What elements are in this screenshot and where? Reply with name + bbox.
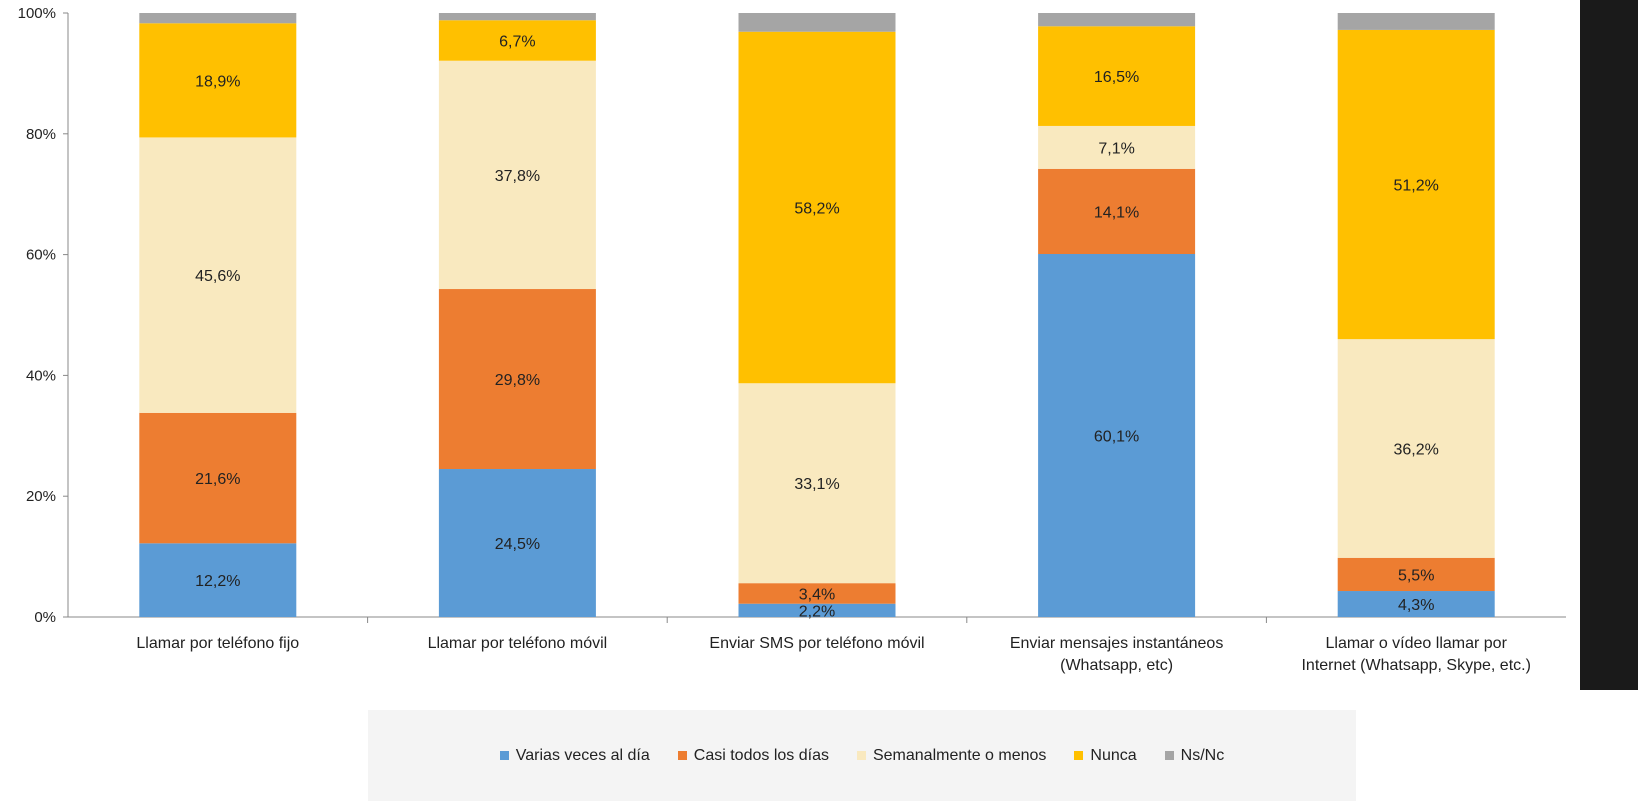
legend-swatch — [499, 751, 509, 760]
x-category-label: Llamar por teléfono fijo — [136, 635, 299, 652]
data-label: 45,6% — [195, 268, 240, 285]
y-tick-label: 100% — [18, 5, 56, 22]
legend-item: Semanalmente o menos — [856, 746, 1047, 765]
legend-swatch — [677, 751, 687, 760]
bar-segment — [1337, 339, 1495, 558]
bar-segment — [438, 289, 596, 470]
bar-segment — [1038, 125, 1196, 169]
legend-label: Semanalmente o menos — [872, 746, 1047, 764]
legend-swatch — [856, 751, 866, 760]
data-label: 14,1% — [1094, 204, 1139, 221]
bar-segment — [139, 23, 297, 138]
y-tick-label: 40% — [26, 367, 56, 384]
bar-segment — [1038, 26, 1196, 126]
y-tick-label: 60% — [26, 247, 56, 264]
legend-label: Nunca — [1090, 746, 1137, 764]
bar-segment — [1038, 13, 1196, 27]
x-category-label: Llamar o vídeo llamar por — [1325, 635, 1507, 652]
data-label: 33,1% — [794, 476, 839, 493]
data-label: 18,9% — [195, 73, 240, 90]
bar-segment — [1337, 29, 1495, 340]
bar-segment — [139, 543, 297, 617]
bar-segment — [1038, 253, 1196, 617]
bar-segment — [738, 383, 896, 584]
y-tick-label: 0% — [34, 609, 56, 626]
legend: Varias veces al día Casi todos los días Se… — [368, 710, 1356, 801]
legend-label: Casi todos los días — [693, 746, 829, 764]
legend-item: Casi todos los días — [677, 746, 829, 765]
data-label: 12,2% — [195, 573, 240, 590]
x-category-label: Internet (Whatsapp, Skype, etc.) — [1301, 657, 1530, 674]
bar-segment — [1337, 591, 1495, 617]
bar-segment — [1337, 557, 1495, 592]
data-label: 4,3% — [1398, 597, 1434, 614]
data-label: 5,5% — [1398, 567, 1434, 584]
legend-label: Ns/Nc — [1180, 746, 1225, 764]
data-label: 24,5% — [495, 536, 540, 553]
legend-label: Varias veces al día — [515, 746, 650, 764]
bar-segment — [438, 13, 596, 21]
data-label: 51,2% — [1394, 178, 1439, 195]
data-label: 16,5% — [1094, 69, 1139, 86]
legend-swatch — [1164, 751, 1174, 760]
legend-swatch — [1074, 751, 1084, 760]
data-label: 60,1% — [1094, 428, 1139, 445]
bar-segment — [738, 13, 896, 32]
data-label: 3,4% — [799, 586, 835, 603]
legend-item: Varias veces al día — [499, 746, 650, 765]
y-tick-label: 80% — [26, 126, 56, 143]
x-category-label: (Whatsapp, etc) — [1060, 657, 1173, 674]
legend-item: Ns/Nc — [1164, 746, 1225, 765]
bar-segment — [139, 13, 297, 24]
x-category-label: Llamar por teléfono móvil — [428, 635, 608, 652]
bar-segment — [438, 469, 596, 617]
data-label: 37,8% — [495, 168, 540, 185]
data-label: 2,2% — [799, 603, 835, 620]
data-label: 36,2% — [1394, 441, 1439, 458]
x-category-label: Enviar mensajes instantáneos — [1010, 635, 1223, 652]
data-label: 21,6% — [195, 471, 240, 488]
bar-segment — [738, 603, 896, 617]
bar-segment — [139, 137, 297, 413]
data-label: 7,1% — [1098, 140, 1134, 157]
data-label: 6,7% — [499, 33, 535, 50]
bar-segment — [738, 31, 896, 384]
x-category-label: Enviar SMS por teléfono móvil — [709, 635, 924, 652]
bar-segment — [139, 412, 297, 544]
bar-segment — [438, 20, 596, 61]
bar-segment — [1337, 13, 1495, 30]
bar-segment — [438, 60, 596, 290]
legend-item: Nunca — [1074, 746, 1137, 765]
y-tick-label: 20% — [26, 488, 56, 505]
data-label: 29,8% — [495, 372, 540, 389]
bar-segment — [1038, 168, 1196, 254]
data-label: 58,2% — [794, 200, 839, 217]
bar-segment — [738, 583, 896, 604]
